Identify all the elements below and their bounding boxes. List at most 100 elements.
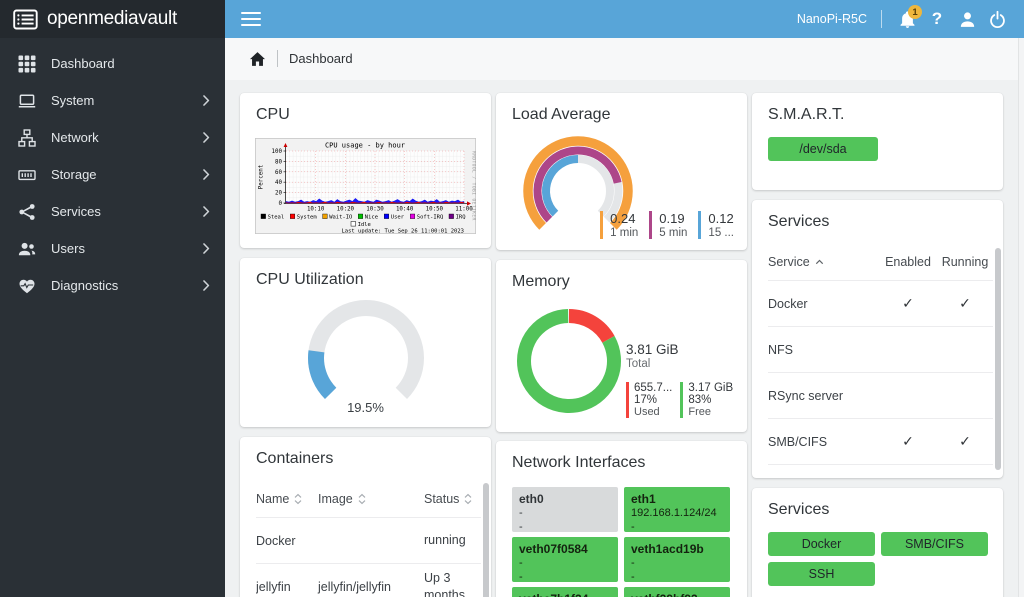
load-average-legend-item: 0.12 15 ... (698, 211, 734, 239)
svg-text:Percent: Percent (259, 165, 265, 189)
breadcrumb: Dashboard (249, 50, 353, 67)
memory-total-label: Total (626, 358, 651, 370)
sidebar-item-diagnostics[interactable]: Diagnostics (0, 267, 225, 304)
svg-text:User: User (391, 214, 405, 220)
svg-text:Steal: Steal (268, 214, 285, 220)
service-button-ssh[interactable]: SSH (768, 562, 875, 586)
notifications-button[interactable]: 1 (892, 4, 922, 34)
chevron-right-icon (203, 243, 210, 254)
column-label: Running (941, 255, 989, 269)
breadcrumb-current: Dashboard (289, 51, 353, 66)
sort-header: Service (768, 255, 824, 269)
services-table-header: Service Enabled Running (768, 244, 993, 280)
interface-line2: - (519, 570, 523, 582)
users-icon (18, 240, 36, 258)
memory-seg-label: Used (634, 406, 660, 418)
chevron-right-icon (203, 280, 210, 291)
load-label: 15 ... (708, 227, 734, 239)
container-name-cell: jellyfin (256, 579, 291, 594)
sidebar-item-network[interactable]: Network (0, 119, 225, 156)
column-header-service[interactable]: Service (768, 255, 879, 269)
svg-text:60: 60 (275, 170, 282, 176)
network-interface-tile-veth07f0584: veth07f0584- - (512, 537, 618, 582)
laptop-icon (18, 92, 36, 110)
service-name-cell: RSync server (768, 388, 844, 403)
card-title: Memory (512, 273, 570, 290)
table-row: NFS (768, 326, 993, 372)
svg-text:10:50: 10:50 (426, 207, 444, 213)
load-label: 1 min (610, 227, 639, 239)
table-row: SMB/CIFS ✓ ✓ (768, 418, 993, 464)
openmediavault-logo-icon (13, 9, 38, 30)
hostname-label: NanoPi-R5C (796, 12, 867, 26)
card-title: Services (768, 501, 830, 518)
interface-name: vethf29bf93 (631, 592, 723, 597)
load-value: 0.19 (659, 211, 685, 226)
column-label: Enabled (885, 255, 931, 269)
column-header-running[interactable]: Running (937, 255, 993, 269)
sort-header: Running (942, 255, 989, 269)
help-button[interactable]: ? (931, 9, 943, 28)
column-header-image[interactable]: Image (318, 492, 424, 506)
network-interfaces-card: Network Interfaces eth0- - eth1 192.168.1.12… (496, 441, 747, 597)
chevron-right-icon (203, 132, 210, 143)
power-button[interactable] (982, 4, 1012, 34)
container-status-cell: running (424, 533, 466, 548)
container-status-cell: Up 3 months (424, 571, 465, 597)
page-scrollbar[interactable] (1018, 38, 1024, 597)
service-button-smbcifs[interactable]: SMB/CIFS (881, 532, 988, 556)
memory-seg-percent: 83% (688, 394, 712, 406)
interface-line1: - (631, 557, 635, 569)
table-row: Docker ✓ ✓ (768, 280, 993, 326)
top-bar-divider (881, 10, 882, 28)
user-menu-button[interactable] (952, 4, 982, 34)
home-link[interactable] (249, 51, 266, 67)
svg-text:10:30: 10:30 (366, 207, 384, 213)
services-table: Service Enabled Running Docker ✓ ✓ NFS RSync se… (768, 244, 993, 478)
column-header-enabled[interactable]: Enabled (879, 255, 937, 269)
heart-pulse-icon (18, 277, 36, 295)
memory-seg-percent: 17% (634, 394, 658, 406)
column-header-status[interactable]: Status (424, 492, 481, 506)
smart-device-button[interactable]: /dev/sda (768, 137, 878, 161)
service-button-docker[interactable]: Docker (768, 532, 875, 556)
sidebar: Dashboard System Network Storage Services Use… (0, 38, 225, 597)
svg-text:Idle: Idle (358, 222, 371, 228)
column-header-name[interactable]: Name (256, 492, 318, 506)
memory-total-value: 3.81 GiB (626, 342, 679, 357)
memory-stats: 3.81 GiB Total 655.7... 17% Used 3.17 GiB 83% F… (626, 342, 738, 418)
sidebar-item-storage[interactable]: Storage (0, 156, 225, 193)
smart-card: S.M.A.R.T. /dev/sda (752, 93, 1003, 190)
table-row: jellyfin jellyfin/jellyfin Up 3 months (256, 563, 481, 597)
table-row: SSH✓✓ (768, 464, 993, 478)
sidebar-item-label: Network (51, 130, 99, 145)
container-image-cell: jellyfin/jellyfin (318, 579, 391, 594)
sidebar-item-label: Users (51, 241, 85, 256)
svg-text:10:20: 10:20 (337, 207, 355, 213)
column-label: Name (256, 492, 290, 506)
menu-toggle-button[interactable] (241, 12, 261, 26)
sort-header: Enabled (885, 255, 931, 269)
interface-line1: - (519, 557, 523, 569)
brand: openmediavault (0, 0, 225, 38)
sidebar-item-label: System (51, 93, 95, 108)
svg-text:Nice: Nice (365, 214, 378, 220)
services-table-card: Services Service Enabled Running Docker ✓ ✓ NFS… (752, 200, 1003, 478)
svg-text:40: 40 (275, 180, 282, 186)
services-table-scrollbar[interactable] (995, 248, 1001, 470)
containers-table-scrollbar[interactable] (483, 483, 489, 597)
containers-table: Name Image Status Docker running jellyfin jell… (256, 481, 481, 597)
sidebar-item-dashboard[interactable]: Dashboard (0, 45, 225, 82)
cpu-usage-graph: CPU usage - by hour RRDTOOL / TOBI OETIKE… (255, 138, 477, 239)
sidebar-item-system[interactable]: System (0, 82, 225, 119)
interface-name: eth1 (631, 492, 656, 506)
network-interface-tile-vethe7b1f24: vethe7b1f24-- (512, 587, 618, 597)
sidebar-item-users[interactable]: Users (0, 230, 225, 267)
load-average-legend: 0.24 1 min 0.19 5 min 0.12 15 ... (600, 211, 734, 239)
sidebar-item-services[interactable]: Services (0, 193, 225, 230)
chevron-right-icon (203, 95, 210, 106)
sort-header: Status (424, 492, 472, 506)
interface-line1: 192.168.1.124/24 (631, 507, 717, 519)
card-title: Load Average (512, 106, 611, 123)
cpu-utilization-value: 19.5% (347, 400, 384, 415)
